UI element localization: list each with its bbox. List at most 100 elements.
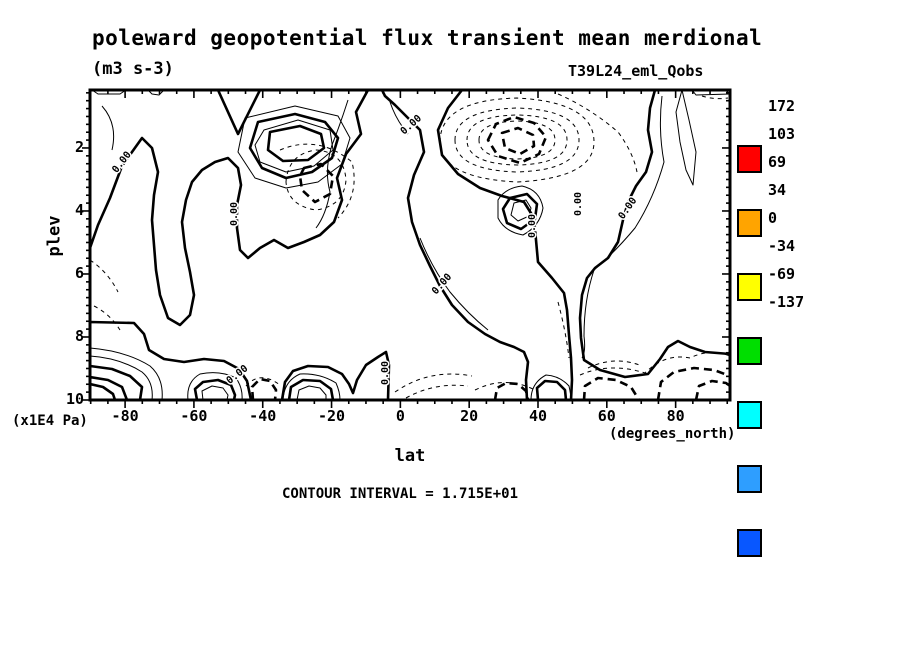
zero-contour-label: 0.00	[617, 196, 640, 222]
contour-region	[701, 95, 729, 100]
x-tick-label: -20	[318, 407, 346, 425]
contour-region	[279, 143, 355, 219]
contour-region	[501, 192, 539, 231]
colorbar	[737, 107, 762, 576]
contour-region	[90, 90, 730, 400]
contour-region	[90, 355, 153, 400]
contour-region	[90, 364, 144, 400]
contour-region	[691, 90, 730, 96]
contour-region	[250, 377, 278, 400]
colorbar-box	[737, 273, 762, 301]
contour-region	[530, 374, 572, 400]
contour-region	[101, 105, 115, 151]
contour-region	[581, 95, 665, 359]
contour-region	[497, 185, 544, 236]
x-tick-label: -60	[180, 407, 208, 425]
contour-region	[282, 373, 341, 400]
run-label: T39L24_eml_Qobs	[568, 62, 704, 80]
contour-region	[656, 366, 730, 400]
contour-region	[587, 360, 643, 369]
y-tick-label: 2	[74, 137, 84, 156]
contour-region	[90, 90, 370, 327]
colorbar-label: 34	[768, 181, 787, 199]
y-axis-title: plev	[44, 215, 65, 257]
x-tick-label: 80	[666, 407, 685, 425]
colorbar-box	[737, 145, 762, 173]
contour-fill-shapes	[90, 90, 730, 400]
colorbar-label: -137	[768, 293, 805, 311]
contour-region	[582, 376, 641, 400]
contour-region	[187, 372, 243, 400]
colorbar-box	[737, 529, 762, 557]
contour-region	[510, 199, 532, 222]
contour-region	[287, 378, 335, 400]
colorbar-label: -69	[768, 265, 796, 283]
plot-border	[88, 88, 732, 402]
contour-region	[315, 99, 349, 229]
colorbar-label: 103	[768, 125, 796, 143]
chart-title: poleward geopotential flux transient mea…	[92, 26, 763, 50]
contour-region	[285, 149, 347, 211]
contour-region	[254, 119, 334, 173]
contour-region	[579, 352, 730, 376]
contour-region	[557, 93, 638, 173]
contour-region	[90, 375, 129, 400]
zero-contour-label: 0.00	[380, 361, 391, 385]
colorbar-box	[737, 337, 762, 365]
zero-contour-label: 0.00	[527, 214, 538, 238]
colorbar-box	[737, 401, 762, 429]
contour-region	[266, 124, 326, 163]
contour-region	[454, 107, 580, 173]
contour-region	[486, 115, 548, 165]
zero-contour-label: 0.00	[229, 202, 240, 226]
units-subtitle: (m3 s-3)	[92, 59, 174, 79]
contour-region	[694, 379, 730, 400]
contour-region	[474, 382, 536, 391]
contour-region	[578, 90, 730, 379]
colorbar-label: 0	[768, 209, 778, 227]
colorbar-label: -34	[768, 237, 796, 255]
x-axis-unit: (degrees_north)	[609, 426, 736, 442]
y-axis-unit: (x1E4 Pa)	[12, 413, 88, 429]
x-tick-label: -80	[111, 407, 139, 425]
contour-region	[439, 97, 595, 183]
x-tick-label: 0	[395, 407, 405, 425]
contour-region	[394, 373, 473, 393]
x-tick-label: -40	[249, 407, 277, 425]
contour-region	[90, 320, 253, 400]
contour-region	[298, 162, 335, 204]
contour-region	[500, 126, 536, 156]
contour-region	[147, 90, 165, 96]
colorbar-label: 69	[768, 153, 787, 171]
contour-region	[201, 385, 229, 400]
contour-region	[90, 347, 163, 400]
colorbar-box	[737, 209, 762, 237]
contour-region	[93, 305, 121, 331]
contour-region	[216, 90, 262, 136]
contour-interval-label: CONTOUR INTERVAL = 1.715E+01	[282, 486, 519, 502]
contour-region	[405, 384, 469, 399]
y-tick-label: 4	[74, 200, 84, 219]
contour-region	[675, 90, 697, 186]
x-tick-label: 40	[528, 407, 548, 425]
zero-contour-label: 0.00	[573, 192, 584, 216]
contour-region	[389, 101, 409, 135]
contour-region	[380, 90, 574, 400]
contour-region	[280, 350, 391, 400]
contour-region	[296, 385, 327, 400]
contour-region	[419, 237, 489, 331]
zero-contour-labels: 0.000.000.000.000.000.00 0.000.000.00	[109, 111, 641, 388]
contour-region	[91, 90, 127, 95]
x-axis-title: lat	[394, 446, 426, 466]
colorbar-label: 172	[768, 97, 796, 115]
contour-region	[466, 114, 568, 166]
x-tick-label: 20	[460, 407, 479, 425]
y-tick-label: 10	[65, 390, 84, 408]
contour-region	[535, 379, 568, 400]
contour-region	[90, 259, 119, 293]
x-tick-label: 60	[597, 407, 616, 425]
colorbar-box	[737, 465, 762, 493]
y-tick-label: 8	[74, 326, 84, 345]
